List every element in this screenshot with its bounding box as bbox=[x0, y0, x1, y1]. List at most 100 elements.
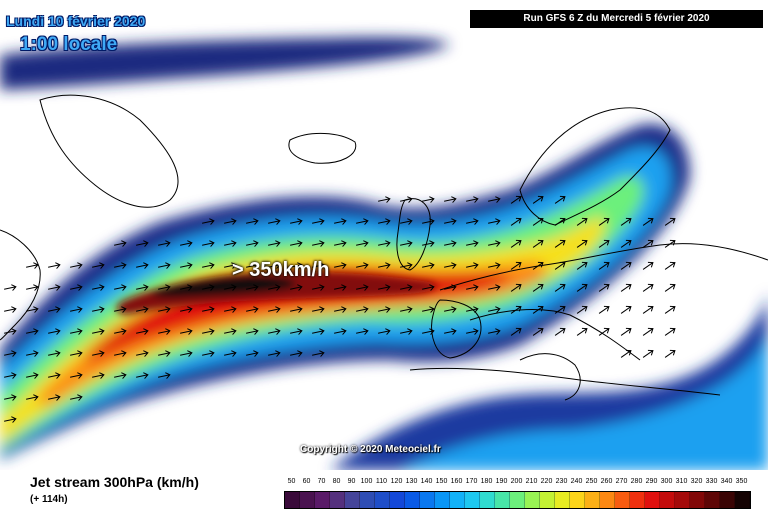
wind-arrow bbox=[70, 262, 83, 269]
wind-arrow bbox=[114, 328, 127, 335]
wind-arrow bbox=[136, 328, 149, 335]
wind-arrow bbox=[70, 350, 83, 357]
secondary-jets bbox=[0, 37, 768, 470]
wind-arrow bbox=[290, 350, 303, 357]
legend-label: 220 bbox=[540, 478, 553, 485]
legend-label: 230 bbox=[555, 478, 568, 485]
legend-swatch bbox=[630, 492, 645, 508]
wind-vectors bbox=[4, 195, 676, 423]
wind-arrow bbox=[444, 284, 457, 291]
legend-label: 100 bbox=[360, 478, 373, 485]
wind-arrow bbox=[422, 196, 435, 203]
legend-swatch bbox=[525, 492, 540, 508]
wind-arrow bbox=[334, 284, 347, 291]
wind-arrow bbox=[114, 350, 127, 357]
wind-arrow bbox=[48, 350, 61, 357]
wind-arrow bbox=[400, 306, 413, 313]
wind-arrow bbox=[488, 218, 501, 225]
wind-arrow bbox=[576, 305, 588, 314]
wind-arrow bbox=[26, 394, 39, 401]
wind-arrow bbox=[664, 239, 676, 248]
legend-label: 140 bbox=[420, 478, 433, 485]
wind-arrow bbox=[268, 350, 281, 357]
wind-arrow bbox=[642, 349, 654, 358]
wind-arrow bbox=[422, 262, 435, 269]
wind-arrow bbox=[576, 239, 588, 248]
wind-arrow bbox=[422, 284, 435, 291]
wind-arrow bbox=[378, 306, 391, 313]
wind-arrow bbox=[268, 328, 281, 335]
legend-swatch bbox=[690, 492, 705, 508]
coastlines bbox=[0, 94, 768, 401]
wind-arrow bbox=[26, 328, 39, 335]
wind-arrow bbox=[642, 239, 654, 248]
wind-arrow bbox=[4, 328, 17, 335]
forecast-date: Lundi 10 février 2020 bbox=[6, 13, 146, 29]
wind-arrow bbox=[312, 328, 325, 335]
wind-arrow bbox=[400, 284, 413, 291]
wind-arrow bbox=[444, 306, 457, 313]
wind-arrow bbox=[224, 218, 237, 225]
wind-arrow bbox=[466, 218, 479, 225]
wind-arrow bbox=[4, 306, 17, 313]
map-panel bbox=[0, 37, 768, 470]
wind-arrow bbox=[246, 240, 259, 247]
wind-arrow bbox=[598, 217, 610, 226]
wind-arrow bbox=[48, 284, 61, 291]
wind-arrow bbox=[70, 372, 83, 379]
wind-arrow bbox=[466, 196, 479, 203]
wind-arrow bbox=[224, 306, 237, 313]
wind-arrow bbox=[598, 305, 610, 314]
wind-arrow bbox=[598, 327, 610, 336]
legend-label: 70 bbox=[317, 478, 326, 485]
jet-core bbox=[116, 271, 438, 315]
legend-swatch bbox=[435, 492, 450, 508]
wind-arrow bbox=[576, 327, 588, 336]
legend-swatch bbox=[585, 492, 600, 508]
legend-label: 210 bbox=[525, 478, 538, 485]
wind-arrow bbox=[224, 262, 237, 269]
wind-arrow bbox=[466, 240, 479, 247]
wind-arrow bbox=[444, 328, 457, 335]
wind-arrow bbox=[598, 261, 610, 270]
wind-arrow bbox=[378, 196, 391, 203]
wind-arrow bbox=[598, 239, 610, 248]
wind-arrow bbox=[290, 328, 303, 335]
wind-arrow bbox=[92, 372, 105, 379]
wind-arrow bbox=[92, 306, 105, 313]
wind-arrow bbox=[158, 262, 171, 269]
legend-label: 310 bbox=[675, 478, 688, 485]
legend-swatch bbox=[345, 492, 360, 508]
wind-arrow bbox=[202, 284, 215, 291]
wind-arrow bbox=[664, 217, 676, 226]
wind-arrow bbox=[422, 240, 435, 247]
wind-arrow bbox=[136, 306, 149, 313]
legend-label: 170 bbox=[465, 478, 478, 485]
wind-arrow bbox=[312, 306, 325, 313]
wind-arrow bbox=[554, 261, 566, 270]
wind-arrow bbox=[488, 262, 501, 269]
wind-arrow bbox=[92, 262, 105, 269]
wind-arrow bbox=[400, 218, 413, 225]
uk-outline bbox=[396, 198, 431, 271]
wind-arrow bbox=[510, 305, 522, 314]
wind-arrow bbox=[268, 262, 281, 269]
north-america-outline bbox=[0, 229, 41, 341]
legend-swatch bbox=[615, 492, 630, 508]
wind-arrow bbox=[158, 240, 171, 247]
legend-bar bbox=[284, 491, 751, 509]
wind-arrow bbox=[268, 284, 281, 291]
wind-arrow bbox=[554, 195, 566, 204]
wind-arrow bbox=[114, 306, 127, 313]
legend-label: 160 bbox=[450, 478, 463, 485]
wind-arrow bbox=[4, 372, 17, 379]
wind-arrow bbox=[180, 350, 193, 357]
africa-outline bbox=[409, 367, 721, 396]
wind-arrow bbox=[356, 262, 369, 269]
legend-label: 130 bbox=[405, 478, 418, 485]
wind-arrow bbox=[114, 372, 127, 379]
legend-swatch bbox=[660, 492, 675, 508]
jet-stream-map bbox=[0, 37, 768, 470]
iberia-outline bbox=[431, 299, 482, 359]
wind-arrow bbox=[180, 240, 193, 247]
